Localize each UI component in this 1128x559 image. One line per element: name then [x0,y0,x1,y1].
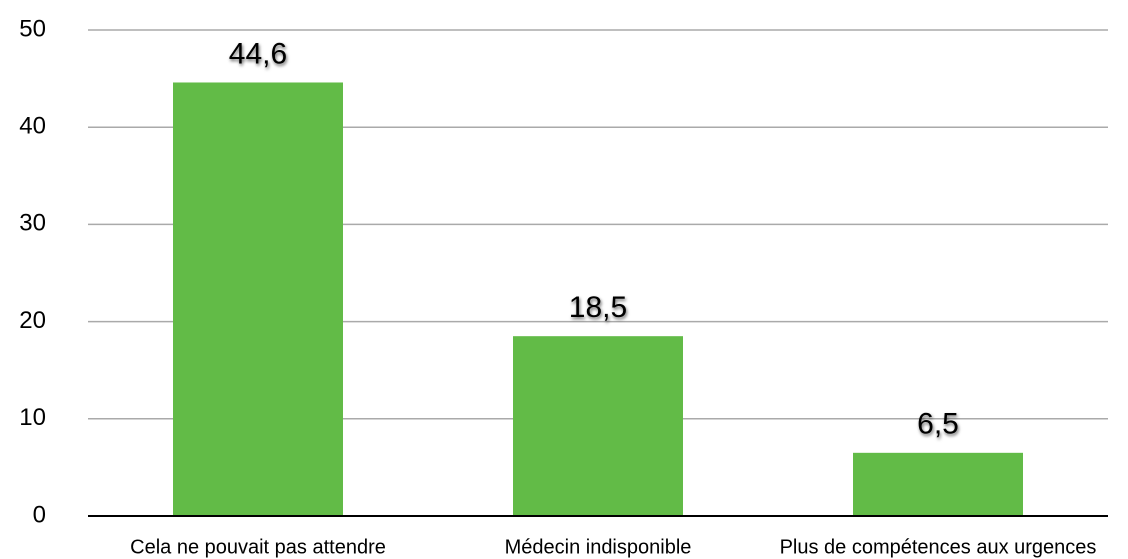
y-tick-label: 10 [19,404,46,431]
y-tick-label: 50 [19,15,46,42]
y-tick-label: 0 [33,501,46,528]
x-tick-label: Plus de compétences aux urgences [780,536,1097,558]
bar [173,82,343,516]
x-tick-label: Cela ne pouvait pas attendre [130,536,386,558]
bar [513,336,683,516]
value-label: 6,5 [917,408,959,441]
value-label: 44,6 [229,37,287,70]
y-tick-label: 40 [19,113,46,140]
bar [853,452,1023,516]
y-tick-label: 30 [19,210,46,237]
x-tick-label: Médecin indisponible [505,536,692,558]
value-label: 18,5 [569,291,627,324]
y-tick-label: 20 [19,307,46,334]
